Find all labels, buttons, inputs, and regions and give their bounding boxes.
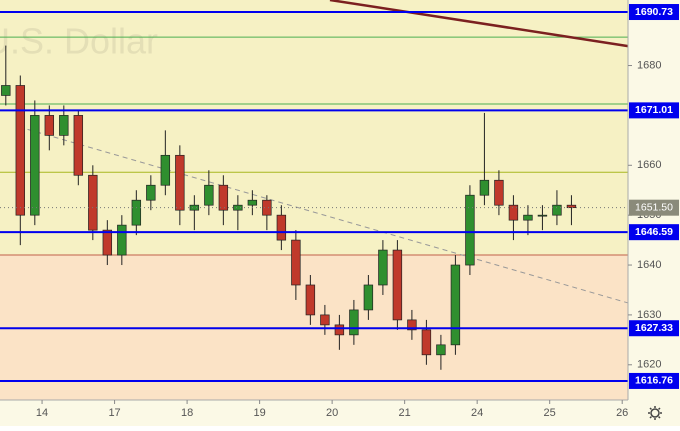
x-tick-label: 24 [471, 407, 483, 419]
candle-body [44, 115, 55, 136]
candle-body [59, 115, 69, 136]
candle-body [233, 204, 243, 211]
y-tick-label: 1640 [637, 259, 661, 271]
y-tick-label: 1620 [637, 359, 661, 371]
x-tick-label: 20 [326, 407, 338, 419]
x-tick-label: 17 [108, 407, 120, 419]
candle-body [189, 204, 200, 211]
candle-body [291, 239, 301, 286]
watermark: U.S. Dollar [0, 21, 158, 62]
price-level-tag [629, 320, 679, 337]
plot-area: U.S. Dollar [0, 0, 629, 400]
settings-icon[interactable] [648, 406, 662, 420]
y-tick-label: 1630 [637, 309, 661, 321]
candle-body [131, 199, 142, 226]
x-tick-label: 25 [544, 407, 556, 419]
candle-body [494, 179, 504, 206]
price-level-label: 1627.33 [635, 322, 673, 334]
candle-body [421, 329, 432, 356]
y-tick-label: 1660 [637, 159, 661, 171]
candle-body [146, 184, 156, 201]
candle-body [1, 85, 11, 96]
candle-body [392, 249, 403, 321]
candle-body [262, 199, 272, 216]
candle-body [349, 309, 359, 336]
candle-body [320, 314, 330, 326]
candle-body [436, 344, 446, 356]
candle-body [566, 204, 577, 209]
candle-body [407, 319, 417, 331]
candle-body [479, 179, 490, 196]
price-level-tag [629, 372, 679, 389]
x-tick-label: 18 [181, 407, 193, 419]
candle-body [30, 115, 40, 216]
x-tick-label: 26 [616, 407, 628, 419]
candle-body [73, 115, 84, 176]
candle-body [523, 214, 533, 221]
candle-body [552, 204, 562, 216]
price-level-label: 1616.76 [635, 375, 673, 387]
candle-body [334, 324, 345, 336]
candle-body [204, 184, 214, 206]
price-level-label: 1671.01 [635, 104, 673, 116]
candle-body [465, 194, 475, 266]
price-level-tag [629, 4, 679, 21]
y-tick-label: 1680 [637, 59, 661, 71]
trend-line [329, 0, 629, 48]
candle-body [175, 154, 185, 211]
candle-body [276, 214, 287, 241]
x-tick-label: 21 [399, 407, 411, 419]
price-level-label: 1690.73 [635, 6, 673, 18]
candle-body [102, 229, 113, 256]
candle-body [160, 154, 171, 186]
price-level-label: 1646.59 [635, 226, 673, 238]
candle-body [378, 249, 388, 286]
candle-body [508, 204, 519, 221]
x-tick-label: 19 [253, 407, 265, 419]
candle-body [15, 85, 26, 216]
price-level-tag [629, 224, 679, 241]
candle-body [247, 199, 258, 206]
price-level-tag [629, 102, 679, 119]
candle-body [537, 214, 548, 217]
candle-body [88, 174, 98, 231]
x-tick-label: 14 [36, 407, 48, 419]
last-price-tag [629, 199, 679, 216]
last-price-label: 1651.50 [635, 201, 673, 213]
candle-body [218, 184, 229, 211]
candle-body [117, 224, 127, 256]
candle-body [450, 264, 461, 346]
candle-body [363, 284, 374, 311]
candle-body [305, 284, 316, 316]
